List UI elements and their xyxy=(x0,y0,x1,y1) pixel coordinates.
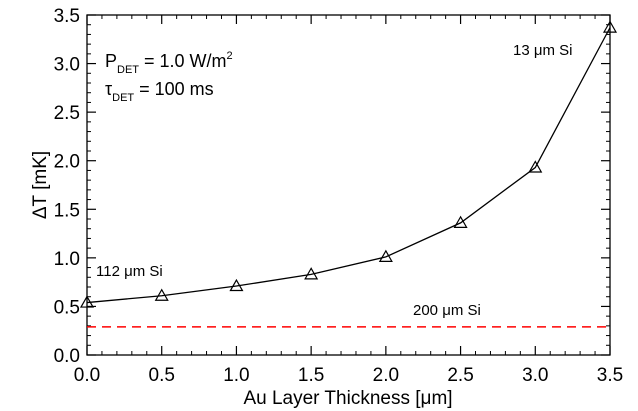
param-tau-symbol: τ xyxy=(105,79,112,99)
reference-line-label: 200 μm Si xyxy=(413,302,481,319)
param-tau-value: = 100 ms xyxy=(134,79,214,99)
param-power-annotation: PDET = 1.0 W/m2 xyxy=(105,50,233,76)
series-markers xyxy=(79,20,618,308)
data-point-triangle xyxy=(378,249,393,262)
data-point-triangle xyxy=(453,215,468,228)
right-curve-label: 13 μm Si xyxy=(513,42,573,59)
param-tau-annotation: τDET = 100 ms xyxy=(105,79,214,104)
data-point-triangle xyxy=(229,278,244,292)
x-tick-label: 0.5 xyxy=(149,365,175,386)
data-point-triangle xyxy=(154,288,169,301)
x-tick-label: 3.0 xyxy=(522,365,548,386)
y-tick-label: 3.5 xyxy=(54,6,80,27)
x-axis: 0.0 0.5 1.0 1.5 2.0 2.5 3.0 3.5 xyxy=(74,15,623,386)
y-axis-title: ΔT [mK] xyxy=(30,151,51,219)
y-tick-label: 1.5 xyxy=(54,200,80,221)
param-tau-subscript: DET xyxy=(112,92,134,104)
x-tick-label: 1.5 xyxy=(298,365,324,386)
y-tick-label: 1.0 xyxy=(54,249,80,270)
y-tick-label: 0.0 xyxy=(54,346,80,367)
y-tick-label: 2.5 xyxy=(54,103,80,124)
x-tick-label: 0.0 xyxy=(74,365,100,386)
param-power-value: = 1.0 W/m xyxy=(139,51,227,71)
data-point-triangle xyxy=(602,20,618,33)
param-power-superscript: 2 xyxy=(227,50,233,62)
x-tick-label: 3.5 xyxy=(597,365,623,386)
y-axis: 0.0 0.5 1.0 1.5 2.0 2.5 3.0 3.5 xyxy=(54,6,610,367)
y-tick-label: 3.0 xyxy=(54,55,80,76)
plot-frame xyxy=(86,14,611,356)
left-curve-label: 112 μm Si xyxy=(96,263,163,280)
param-power-symbol: P xyxy=(105,51,117,71)
x-tick-label: 1.0 xyxy=(223,365,249,386)
x-tick-label: 2.0 xyxy=(373,365,399,386)
data-point-triangle xyxy=(304,267,319,280)
param-power-subscript: DET xyxy=(117,64,139,76)
y-tick-label: 0.5 xyxy=(54,297,80,318)
x-axis-title: Au Layer Thickness [μm] xyxy=(243,388,452,409)
y-tick-label: 2.0 xyxy=(54,152,80,173)
series-line xyxy=(86,27,611,304)
x-tick-label: 2.5 xyxy=(447,365,473,386)
data-point-triangle xyxy=(79,295,95,308)
data-point-triangle xyxy=(528,160,543,173)
